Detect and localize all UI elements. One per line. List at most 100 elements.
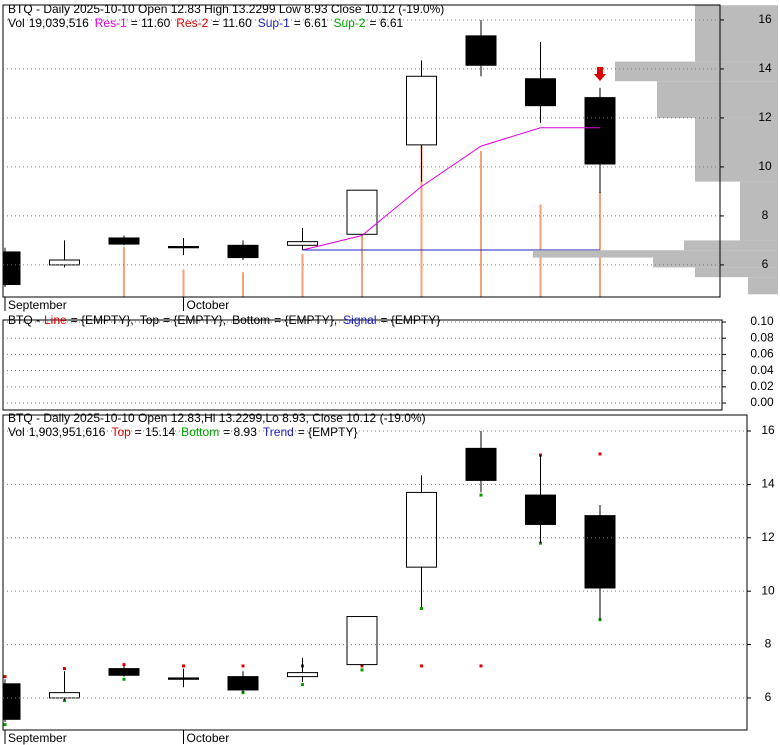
- x-tick-label: October: [187, 731, 230, 745]
- panel-title: BTQ - Daily 2025-10-10 Open 12.83,Hi 13.…: [8, 411, 426, 425]
- y-tick-label: 16: [761, 423, 775, 437]
- y-tick-label: 6: [765, 690, 772, 704]
- marker-dot: [3, 723, 7, 727]
- y-tick-label: 6: [762, 257, 769, 271]
- y-tick-label: 0.06: [750, 347, 774, 361]
- marker-dot: [479, 493, 483, 497]
- volume-bar: [599, 192, 601, 297]
- candle-body: [346, 616, 378, 666]
- volume-profile-bar: [748, 277, 778, 295]
- candle-body: [108, 668, 140, 676]
- volume-bar: [361, 233, 363, 297]
- volume-bar: [301, 254, 304, 297]
- legend-value: = {EMPTY}: [298, 425, 358, 439]
- panel-title: BTQ - Daily 2025-10-10 Open 12.83 High 1…: [8, 2, 444, 16]
- y-tick-label: 8: [762, 208, 769, 222]
- candle-body: [406, 75, 437, 146]
- volume-profile-bar: [533, 250, 778, 258]
- volume-profile-bar: [653, 257, 778, 268]
- y-tick-label: 0.02: [750, 379, 774, 393]
- plot-frame: [2, 414, 748, 731]
- panel-title: BTQ -: [8, 313, 40, 327]
- legend-value: = 15.14: [135, 425, 176, 439]
- volume-profile-bar: [695, 267, 778, 278]
- y-tick-label: 0.04: [750, 363, 774, 377]
- marker-dot: [301, 683, 304, 687]
- legend-value: = 6.61: [294, 16, 328, 30]
- marker-dot: [598, 452, 602, 456]
- y-tick-label: 0.00: [750, 395, 774, 409]
- legend-value: = 11.60: [212, 16, 252, 30]
- volume-profile-bar: [695, 5, 778, 62]
- candle-body: [287, 241, 318, 246]
- y-tick-label: 12: [761, 530, 775, 544]
- candle-body: [227, 244, 259, 259]
- legend-name: Vol: [8, 16, 25, 30]
- legend-value: = {EMPTY}: [381, 313, 441, 327]
- marker-dot: [241, 664, 245, 668]
- legend-name: Bottom: [232, 313, 270, 327]
- y-tick-label: 14: [758, 61, 772, 75]
- legend-value: = {EMPTY},: [71, 313, 134, 327]
- signal-arrow: [594, 67, 606, 81]
- legend-value: = 11.60: [131, 16, 171, 30]
- legend-name: Top: [111, 425, 131, 439]
- volume-bar: [123, 246, 125, 297]
- legend-name: Sup-1: [258, 16, 290, 30]
- volume-profile-bar: [695, 117, 778, 182]
- y-tick-label: 16: [758, 12, 772, 26]
- y-tick-label: 8: [765, 637, 772, 651]
- marker-dot: [479, 664, 483, 668]
- marker-dot: [360, 668, 364, 672]
- candle-body: [465, 35, 497, 66]
- candle-body: [168, 246, 199, 249]
- legend-value: 1,903,951,616: [29, 425, 106, 439]
- candle-body: [584, 515, 616, 589]
- legend-name: Res-2: [176, 16, 208, 30]
- marker-dot: [63, 667, 66, 671]
- plot-area: [3, 431, 616, 727]
- volume-bar: [242, 272, 244, 297]
- legend-value: = 6.61: [370, 16, 404, 30]
- volume-profile-bar: [615, 61, 778, 82]
- marker-dot: [420, 664, 423, 668]
- y-tick-label: 10: [758, 159, 772, 173]
- candle-body: [287, 672, 318, 678]
- legend-name: Sup-2: [333, 16, 365, 30]
- legend-value: = {EMPTY},: [274, 313, 337, 327]
- volume-bar: [480, 151, 482, 297]
- candle-body: [346, 189, 378, 235]
- volume-bar: [420, 146, 423, 297]
- legend-name: Signal: [343, 313, 376, 327]
- plot-frame: [2, 319, 723, 411]
- marker-dot: [182, 664, 185, 668]
- candle-body: [108, 237, 140, 245]
- legend-name: Top: [140, 313, 160, 327]
- candle-body: [525, 494, 556, 525]
- volume-profile-bar: [657, 81, 778, 118]
- candle-body: [168, 677, 199, 680]
- marker-dot: [420, 607, 423, 611]
- legend-name: Trend: [263, 425, 294, 439]
- candle-body: [49, 692, 80, 699]
- marker-dot: [122, 663, 126, 667]
- marker-dot: [122, 677, 126, 681]
- legend-name: Line: [44, 313, 67, 327]
- marker-dot: [3, 675, 7, 679]
- legend-value: 19,039,516: [29, 16, 89, 30]
- y-tick-label: 12: [758, 110, 772, 124]
- x-tick-label: September: [8, 731, 67, 745]
- x-tick-label: September: [8, 298, 67, 312]
- candle-body: [525, 78, 556, 107]
- legend-name: Res-1: [95, 16, 127, 30]
- candle-body: [49, 259, 80, 266]
- volume-bar: [182, 269, 185, 297]
- candle-body: [3, 251, 21, 286]
- candle-body: [3, 683, 21, 720]
- y-tick-label: 0.10: [750, 314, 774, 328]
- candle-body: [465, 447, 497, 481]
- volume-profile-bar: [684, 240, 778, 251]
- y-tick-label: 10: [761, 583, 775, 597]
- legend-name: Bottom: [181, 425, 219, 439]
